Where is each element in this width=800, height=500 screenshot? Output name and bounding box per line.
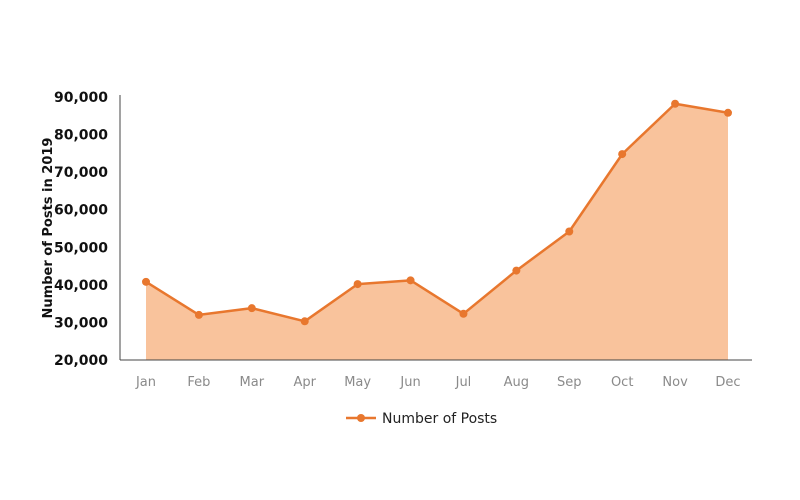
y-tick-label: 30,000 <box>54 315 108 331</box>
x-tick-label: Dec <box>715 375 740 390</box>
y-tick-label: 80,000 <box>54 128 108 144</box>
data-point-jun <box>406 276 415 285</box>
x-tick-label: Sep <box>557 375 582 390</box>
data-point-nov <box>671 99 680 108</box>
series-line <box>145 102 729 323</box>
y-axis-title: Number of Posts in 2019 <box>41 138 56 319</box>
y-tick-label: 90,000 <box>54 90 108 106</box>
x-tick-label: May <box>344 375 371 390</box>
y-tick-label: 70,000 <box>54 165 108 181</box>
data-point-jul <box>459 309 468 318</box>
data-point-apr <box>300 317 309 326</box>
x-tick-label: Mar <box>240 375 265 390</box>
x-tick-label: Aug <box>504 375 529 390</box>
x-tick-label: Feb <box>187 375 210 390</box>
axes: 20,000 30,000 40,000 50,000 60,000 70,000 80,0… <box>54 90 752 390</box>
y-tick-label: 50,000 <box>54 240 108 256</box>
x-tick-label: Jun <box>399 375 420 390</box>
x-tick-label: Jul <box>455 375 472 390</box>
y-tick-label: 20,000 <box>54 353 108 369</box>
legend: Number of Posts <box>346 411 497 427</box>
data-point-jan <box>142 277 150 286</box>
plot-area <box>142 99 732 361</box>
data-point-aug <box>512 266 521 275</box>
data-point-mar <box>247 304 256 313</box>
x-tick-label: Oct <box>611 375 633 390</box>
data-point-may <box>353 280 362 289</box>
y-axis-title-group: Number of Posts in 2019 <box>41 138 56 319</box>
data-point-oct <box>618 150 627 159</box>
data-point-dec <box>724 108 732 117</box>
x-tick-label: Nov <box>662 375 688 390</box>
x-tick-label: Jan <box>135 375 156 390</box>
y-tick-label: 60,000 <box>54 203 108 219</box>
x-tick-label: Apr <box>293 375 316 390</box>
area-fill <box>146 103 728 361</box>
legend-dot-marker <box>357 414 365 422</box>
data-point-feb <box>194 310 203 319</box>
legend-label: Number of Posts <box>382 411 497 427</box>
data-point-sep <box>565 227 574 236</box>
y-tick-label: 40,000 <box>54 278 108 294</box>
